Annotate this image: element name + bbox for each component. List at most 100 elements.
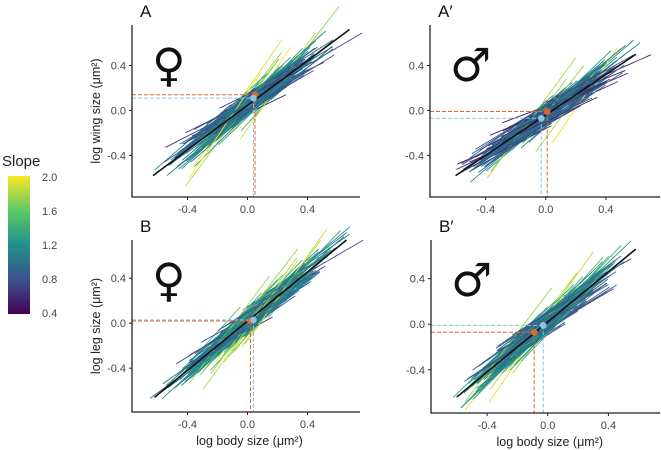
slope-line xyxy=(464,330,528,391)
slope-line xyxy=(179,320,259,377)
slope-line xyxy=(166,117,237,176)
slope-line xyxy=(231,249,319,331)
x-tick-label: 0.4 xyxy=(300,419,315,431)
slope-line xyxy=(200,316,251,357)
slope-line xyxy=(258,46,333,91)
sex-symbol-icon: ♂ xyxy=(450,38,491,92)
panel-label: A′ xyxy=(438,2,453,21)
x-tick-label: 0.4 xyxy=(300,204,315,216)
slope-line xyxy=(252,232,348,306)
x-tick-label: -0.4 xyxy=(178,419,197,431)
slope-line xyxy=(521,98,575,137)
blue-mean-point xyxy=(250,316,257,324)
slope-line xyxy=(208,282,298,349)
x-tick-label: 0.0 xyxy=(538,204,553,216)
orange-mean-point xyxy=(543,108,551,115)
slope-line xyxy=(217,288,284,332)
slope-line xyxy=(245,77,297,112)
x-axis-label: log body size (μm²) xyxy=(497,435,604,449)
blue-mean-point xyxy=(537,115,545,122)
slope-line xyxy=(510,97,590,146)
slope-line xyxy=(551,47,618,144)
fit-line xyxy=(455,53,637,177)
slope-line xyxy=(189,71,262,179)
axes xyxy=(430,240,660,414)
colorbar-tick: 1.2 xyxy=(42,240,57,252)
colorbar-legend: Slope 2.0 1.6 1.2 0.8 0.4 xyxy=(2,153,57,320)
slope-line xyxy=(192,100,242,138)
y-tick-label: 0.4 xyxy=(111,60,126,72)
slope-line xyxy=(509,298,586,347)
y-axis-label: log leg size (μm²) xyxy=(89,278,103,374)
y-tick-label: 0.0 xyxy=(410,319,425,331)
slope-line xyxy=(481,335,534,372)
slope-line xyxy=(484,104,548,157)
axes xyxy=(131,25,360,198)
slope-line xyxy=(520,76,603,149)
colorbar-tick: 1.6 xyxy=(42,206,57,218)
axes xyxy=(131,240,360,413)
slope-line xyxy=(199,305,278,362)
individual-lines xyxy=(456,39,652,183)
colorbar-tick: 0.8 xyxy=(42,274,57,286)
y-tick-label: 0.0 xyxy=(409,105,424,117)
panel-label: A xyxy=(140,2,152,21)
slope-line xyxy=(200,65,289,139)
x-tick-label: 0.0 xyxy=(240,204,255,216)
blue-mean-point xyxy=(539,322,547,329)
fit-line xyxy=(152,28,350,177)
slope-line xyxy=(181,110,245,170)
panel-A: -0.4 0.0 0.4 0.4 0.0 -0.4 A♀ log wing size (μm²… xyxy=(89,2,363,216)
slope-line xyxy=(492,102,551,146)
panel-B′: -0.4 0.0 0.4 0.4 0.0 -0.4 B′ ♂ log body size (μm… xyxy=(406,217,660,449)
blue-mean-point xyxy=(250,94,257,102)
slope-line xyxy=(464,287,553,402)
slope-line xyxy=(219,295,271,334)
slope-line xyxy=(457,125,546,175)
slope-line xyxy=(197,71,276,148)
slope-line xyxy=(476,337,540,389)
colorbar xyxy=(8,176,30,314)
panel-label: B xyxy=(140,217,151,236)
panel-label: B′ xyxy=(439,217,454,236)
x-tick-label: 0.4 xyxy=(601,420,616,432)
y-tick-label: 0.0 xyxy=(111,318,126,330)
x-tick-label: -0.4 xyxy=(476,204,495,216)
x-tick-label: -0.4 xyxy=(478,420,497,432)
panel-B: -0.4 0.0 0.4 0.4 0.0 -0.4 B♀ log leg size (μm²)… xyxy=(89,217,364,448)
colorbar-tick: 0.4 xyxy=(42,308,57,320)
slope-line xyxy=(545,272,605,323)
slope-line xyxy=(497,274,598,351)
sex-symbol-icon: ♀ xyxy=(152,253,186,307)
slope-line xyxy=(258,265,306,304)
slope-line xyxy=(514,314,562,356)
slope-line xyxy=(484,113,557,167)
sex-symbol-icon: ♀ xyxy=(152,38,186,92)
x-axis-label: log body size (μm²) xyxy=(196,434,303,448)
y-tick-label: 0.0 xyxy=(111,105,126,117)
orange-mean-point xyxy=(530,328,538,336)
slope-line xyxy=(237,86,288,121)
y-tick-label: -0.4 xyxy=(405,150,424,162)
panel-A′: -0.4 0.0 0.4 0.4 0.0 -0.4 A′ ♂ xyxy=(405,2,660,216)
y-tick-label: 0.4 xyxy=(410,274,425,286)
colorbar-tick: 2.0 xyxy=(42,172,57,184)
colorbar-title: Slope xyxy=(2,153,40,170)
x-tick-label: 0.0 xyxy=(540,420,555,432)
slope-line xyxy=(517,75,590,125)
x-tick-label: 0.0 xyxy=(240,419,255,431)
y-tick-label: -0.4 xyxy=(406,365,425,377)
slope-line xyxy=(203,299,267,369)
slope-line xyxy=(228,76,290,126)
fit-line xyxy=(456,248,637,398)
slope-line xyxy=(502,96,598,142)
slope-line xyxy=(515,72,608,130)
slope-line xyxy=(534,84,606,132)
y-tick-label: 0.4 xyxy=(409,60,424,72)
slope-line xyxy=(228,46,318,108)
x-tick-label: -0.4 xyxy=(178,204,197,216)
y-tick-label: 0.4 xyxy=(111,273,126,285)
sex-symbol-icon: ♂ xyxy=(451,253,492,307)
slope-line xyxy=(511,71,601,126)
